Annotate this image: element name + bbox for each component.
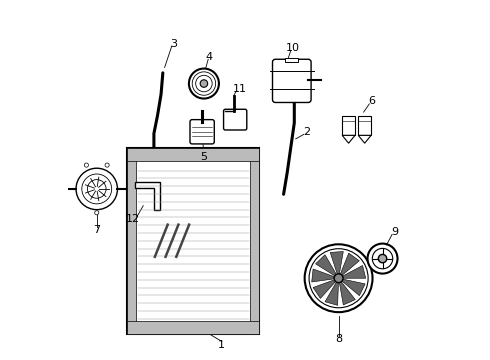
Polygon shape xyxy=(330,252,343,274)
Circle shape xyxy=(378,255,387,263)
Text: 6: 6 xyxy=(368,96,375,107)
Circle shape xyxy=(305,244,372,312)
Polygon shape xyxy=(316,255,336,276)
Polygon shape xyxy=(343,265,366,278)
Circle shape xyxy=(95,211,99,215)
Bar xyxy=(358,116,371,135)
Circle shape xyxy=(368,244,397,274)
Text: 10: 10 xyxy=(286,43,300,53)
Text: 7: 7 xyxy=(93,225,100,235)
FancyBboxPatch shape xyxy=(190,120,214,144)
Circle shape xyxy=(334,274,343,283)
Circle shape xyxy=(200,80,208,87)
Bar xyxy=(285,58,298,62)
Polygon shape xyxy=(340,282,355,305)
Text: 3: 3 xyxy=(170,39,177,49)
Text: 12: 12 xyxy=(125,213,140,224)
FancyBboxPatch shape xyxy=(272,59,311,103)
Polygon shape xyxy=(325,282,339,305)
Polygon shape xyxy=(312,269,334,282)
Text: 4: 4 xyxy=(206,52,213,62)
Circle shape xyxy=(105,163,109,167)
Bar xyxy=(127,148,259,334)
Bar xyxy=(127,148,136,334)
Text: 8: 8 xyxy=(335,334,342,344)
Bar xyxy=(250,148,259,334)
Polygon shape xyxy=(135,182,160,210)
Text: 1: 1 xyxy=(218,340,225,350)
Polygon shape xyxy=(358,135,371,143)
Circle shape xyxy=(189,68,219,99)
Polygon shape xyxy=(342,279,365,296)
Polygon shape xyxy=(313,280,336,298)
Bar xyxy=(342,116,355,135)
FancyBboxPatch shape xyxy=(223,109,247,130)
Text: 5: 5 xyxy=(200,152,207,162)
Bar xyxy=(127,321,259,334)
Text: 2: 2 xyxy=(303,127,310,137)
Circle shape xyxy=(76,168,118,210)
Text: 9: 9 xyxy=(391,227,398,237)
Polygon shape xyxy=(342,135,355,143)
Bar xyxy=(127,148,259,161)
Polygon shape xyxy=(341,253,359,275)
Circle shape xyxy=(84,163,89,167)
Text: 11: 11 xyxy=(233,84,246,94)
